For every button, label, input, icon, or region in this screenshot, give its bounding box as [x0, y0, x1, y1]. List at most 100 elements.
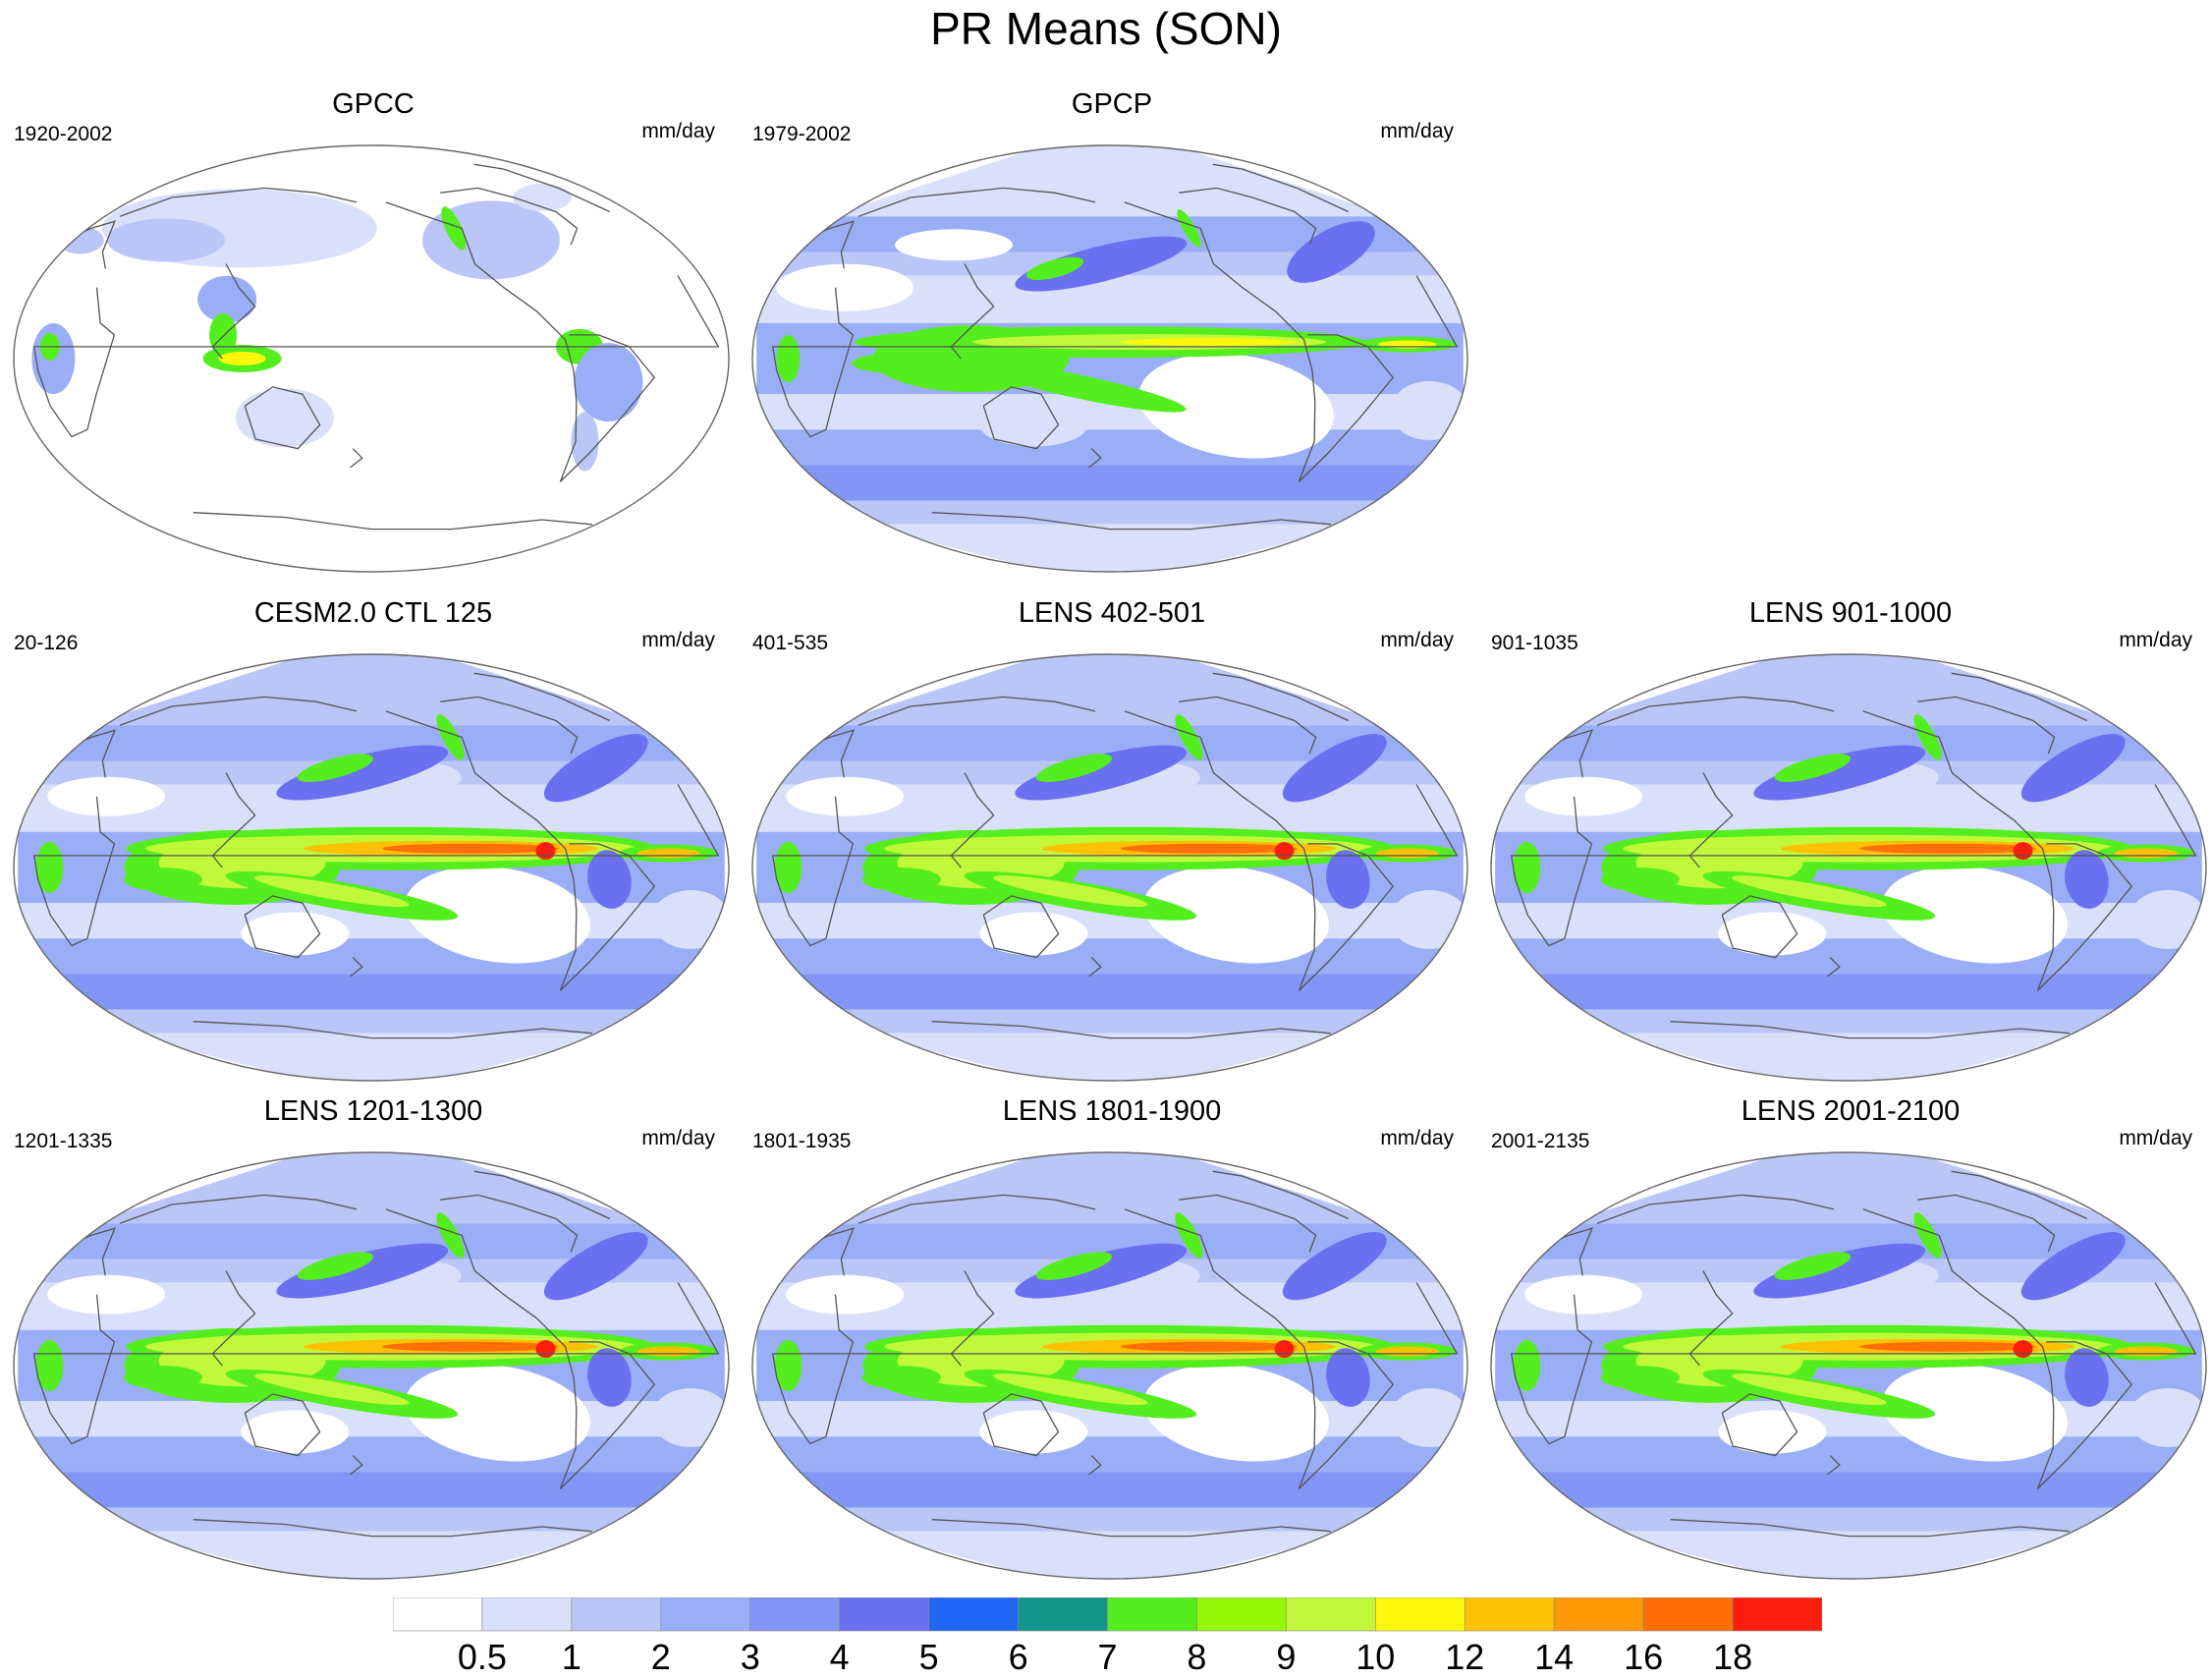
- map-border: [1490, 1151, 2207, 1580]
- colorbar-labels: 0.5 1 2 3 4 5 6 7 8 9 10 12 14 16 18: [393, 1637, 1822, 1677]
- precip-band: [827, 654, 1393, 726]
- storm-track-n-pacific: [1015, 1243, 1188, 1299]
- coastlines: [771, 163, 1459, 531]
- coastline-segment: [119, 1194, 358, 1224]
- indian-ocean-green: [1600, 1366, 1680, 1390]
- congo-green: [774, 1340, 802, 1391]
- precip-map: [13, 144, 730, 573]
- dry-zone-se-pacific: [1143, 866, 1330, 964]
- congo-green: [35, 1340, 64, 1391]
- precip-band: [827, 1009, 1393, 1034]
- storm-track-n-atlantic: [1282, 1232, 1387, 1301]
- coastline-segment: [473, 163, 610, 213]
- panel-title: LENS 1801-1900: [1002, 1095, 1222, 1127]
- coastline-segment: [1917, 1194, 2056, 1253]
- storm-track-kuroshio: [1774, 1252, 1852, 1280]
- precip-band: [792, 1472, 1428, 1508]
- coastline-segment: [950, 1270, 995, 1367]
- precip-map: [751, 1151, 1468, 1580]
- map-border: [751, 653, 1468, 1082]
- spcz-lime: [254, 875, 410, 908]
- colorbar-box: [393, 1597, 483, 1632]
- coastline-segment: [1298, 1341, 1395, 1489]
- map-panel: GPCC 1920-2002 mm/day: [10, 88, 737, 580]
- colorbar-tick-label: 1: [561, 1637, 581, 1677]
- colorbar-box: [1732, 1597, 1822, 1632]
- itcz-dark-orange: [1858, 843, 2036, 854]
- coastline-segment: [982, 386, 1060, 450]
- storm-track-kuroshio: [297, 754, 374, 782]
- dry-zone-australia: [241, 1410, 350, 1454]
- panel-title: LENS 402-501: [1018, 597, 1206, 629]
- storm-track-n-pacific: [1753, 745, 1926, 801]
- land-argentina: [571, 412, 599, 472]
- panel-years: 2001-2135: [1491, 1130, 1590, 1152]
- dry-zone-se-pacific: [1882, 866, 2069, 964]
- precip-band: [88, 1152, 654, 1224]
- coastline-segment: [1721, 1393, 1798, 1457]
- coastline-segment: [440, 1194, 579, 1253]
- congo-green: [774, 842, 802, 893]
- panel-title: LENS 1201-1300: [263, 1095, 483, 1127]
- precip-band: [827, 1507, 1393, 1532]
- precip-band: [860, 524, 1359, 572]
- coastline-segment: [119, 187, 358, 217]
- spcz-lime: [993, 1373, 1148, 1406]
- dry-zone-se-pacific: [405, 1364, 591, 1462]
- panel-years: 1801-1935: [752, 1130, 852, 1152]
- itcz-red-core: [535, 842, 556, 861]
- coastline-segment: [1510, 784, 2197, 947]
- indian-ocean-green: [123, 1366, 202, 1390]
- precip-band: [122, 1033, 621, 1081]
- colorbar-box: [660, 1597, 751, 1632]
- coastal-nw-america: [1175, 1212, 1203, 1259]
- coastline-segment: [1596, 696, 1835, 726]
- atlantic-itcz-core: [636, 848, 700, 859]
- panel-title: CESM2.0 CTL 125: [253, 597, 493, 629]
- panel-years: 1979-2002: [752, 123, 852, 145]
- coastline-segment: [950, 772, 995, 868]
- itcz-dark-orange: [381, 1341, 559, 1352]
- precip-band: [1599, 1033, 2098, 1081]
- coastline-segment: [1688, 1270, 1734, 1367]
- precip-map: [751, 653, 1468, 1082]
- coastline-segment: [350, 1455, 363, 1476]
- colorbar-box: [481, 1597, 573, 1632]
- coastlines: [32, 672, 720, 1039]
- coastline-segment: [982, 1393, 1060, 1457]
- map-field: [14, 145, 729, 572]
- itcz-dark-orange: [381, 843, 559, 854]
- coastlines: [1510, 1170, 2197, 1538]
- itcz-dark-orange: [1858, 1341, 2036, 1352]
- map-border: [751, 144, 1468, 573]
- precip-band: [792, 974, 1428, 1010]
- coastline-segment: [1951, 1170, 2087, 1220]
- spcz-lime: [254, 1373, 410, 1406]
- coastline-segment: [1827, 1455, 1841, 1476]
- coastline-segment: [350, 448, 363, 469]
- precip-band: [30, 938, 712, 975]
- indian-ocean-green: [852, 353, 931, 373]
- atlantic-itcz-core: [2114, 848, 2178, 859]
- dry-zone-australia: [241, 912, 350, 956]
- coastline-segment: [244, 895, 321, 959]
- itcz-red-core: [1274, 842, 1295, 861]
- indian-ocean-green: [1600, 867, 1680, 892]
- atlantic-itcz-core: [1375, 848, 1439, 859]
- precip-band: [1530, 1223, 2167, 1259]
- coastline-segment: [244, 386, 321, 450]
- precip-band: [827, 1152, 1393, 1224]
- map-panel: CESM2.0 CTL 125 20-126 mm/day: [10, 597, 737, 1089]
- precip-band: [860, 1033, 1359, 1081]
- coastline-segment: [771, 1282, 1459, 1445]
- map-border: [13, 1151, 730, 1580]
- coastline-segment: [857, 696, 1096, 726]
- congo-green: [1513, 1340, 1541, 1391]
- panel-units: mm/day: [1380, 629, 1454, 651]
- coastline-segment: [350, 957, 363, 978]
- precip-band: [860, 1531, 1359, 1579]
- coastline-segment: [32, 1282, 720, 1445]
- coastline-segment: [931, 512, 1332, 531]
- colorbar-box: [1107, 1597, 1197, 1632]
- map-field: [14, 1152, 729, 1579]
